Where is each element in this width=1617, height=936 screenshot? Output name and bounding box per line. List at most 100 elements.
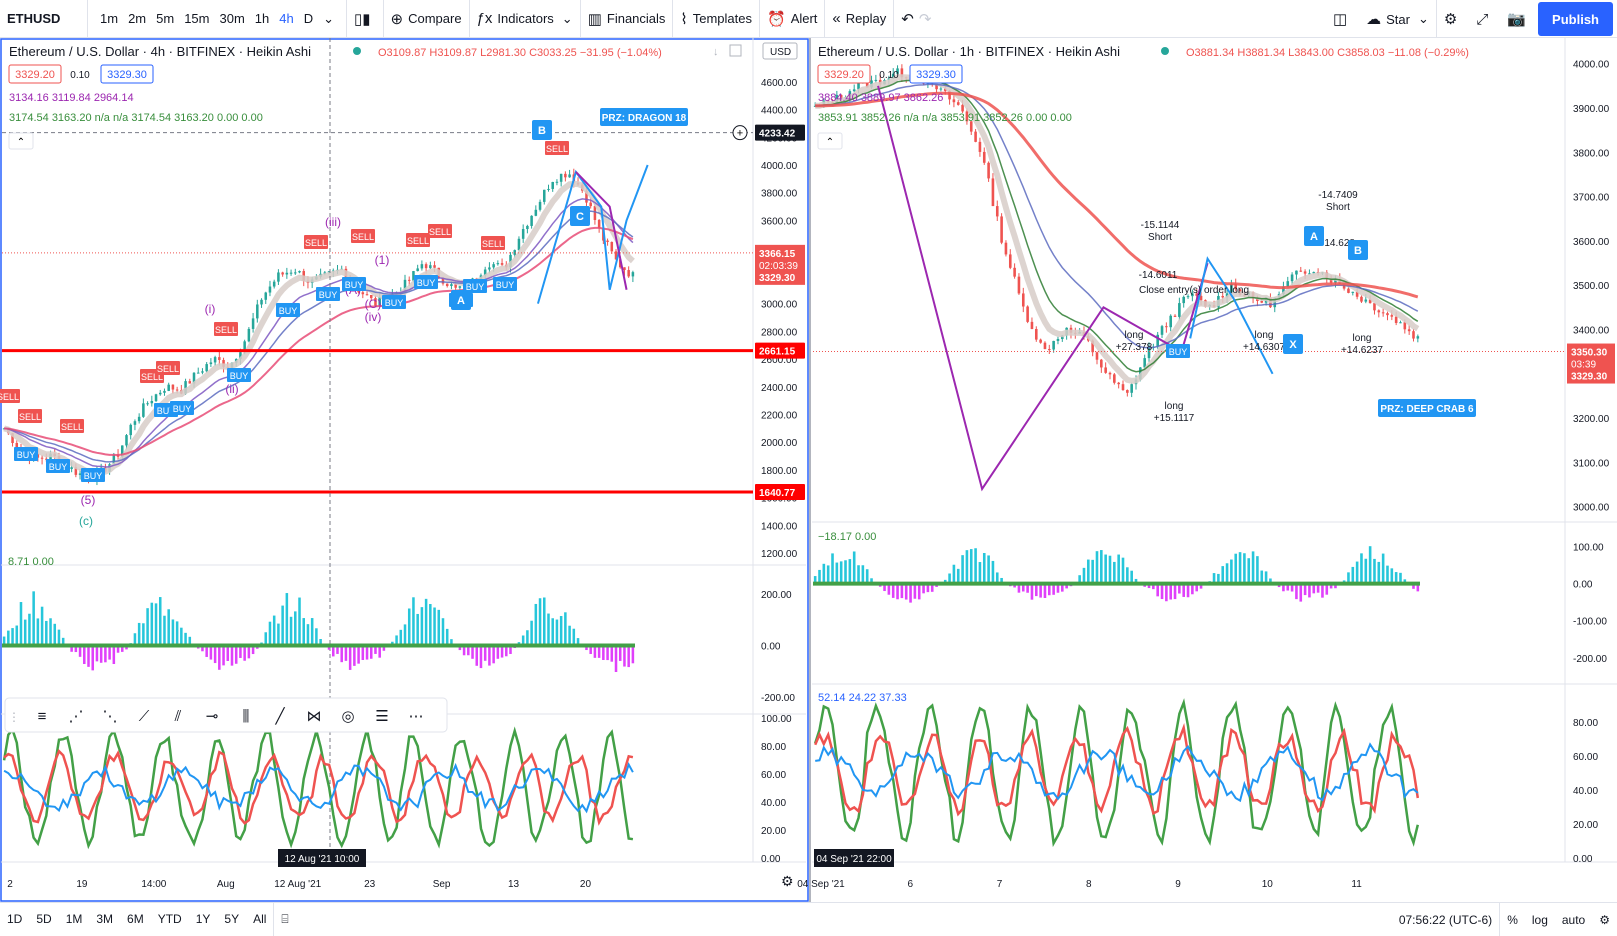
layout-button[interactable]: ◫ [1326, 0, 1359, 38]
interval-1h[interactable]: 1h [254, 11, 270, 26]
stoch-line [3, 748, 634, 826]
date-range-button[interactable]: ⌸ [274, 903, 295, 936]
interval-30m[interactable]: 30m [219, 11, 245, 26]
candle-body [1043, 342, 1047, 350]
drawing-tool-icon[interactable]: ⟋ [139, 708, 150, 725]
candle-body [1173, 315, 1177, 317]
buy-marker [1166, 344, 1190, 358]
auto-scale-button[interactable]: auto [1561, 912, 1586, 927]
trade-annotation-sub: +27.378 [1116, 342, 1153, 353]
redo-icon[interactable]: ↷ [918, 10, 932, 28]
candle-body [239, 352, 242, 360]
compare-button[interactable]: ⊕ Compare [384, 0, 470, 38]
candle-body [11, 433, 14, 444]
log-scale-button[interactable]: log [1531, 912, 1548, 927]
sell-marker-label: SELL [61, 422, 83, 432]
stoch-tick-label: 100.00 [761, 714, 792, 725]
settings-button[interactable]: ⚙ [1437, 0, 1469, 38]
interval-5m[interactable]: 5m [156, 11, 175, 26]
publish-button[interactable]: Publish [1538, 2, 1613, 36]
buy-marker-label: BUY [49, 462, 68, 472]
settings-button[interactable]: ⚙ [1592, 903, 1617, 936]
range-all[interactable]: All [246, 902, 275, 936]
collapse-legend-button[interactable] [817, 132, 843, 150]
osc-tick-label: 0.00 [761, 641, 781, 652]
indicators-button[interactable]: ƒx Indicators ⌄ [470, 0, 581, 38]
candle-body [243, 341, 246, 353]
time-tick-label: 2 [7, 879, 13, 890]
range-1m[interactable]: 1M [65, 912, 83, 926]
bars-icon: ▥ [587, 10, 602, 28]
drawing-tool-icon[interactable]: ≡ [38, 708, 47, 725]
percent-scale-button[interactable]: % [1507, 912, 1518, 927]
status-dot [1161, 47, 1169, 55]
right-sell-price-box[interactable] [817, 64, 871, 84]
drawing-tool-icon[interactable]: ⋰ [69, 708, 84, 725]
interval-1m[interactable]: 1m [100, 11, 119, 26]
arrow-down-icon[interactable]: ↓ [713, 46, 719, 58]
drawing-tool-icon[interactable]: ⋈ [307, 708, 322, 725]
chart-area[interactable]: 1200.001400.001600.001800.002000.002200.… [0, 38, 1617, 902]
candle-body [564, 173, 567, 178]
candle-body [610, 241, 614, 252]
interval-15m[interactable]: 15m [184, 11, 210, 26]
candle-body [129, 424, 132, 436]
level-price-tag-bg [755, 342, 805, 359]
snapshot-button[interactable]: 📷 [1500, 0, 1538, 38]
drawing-tool-icon[interactable]: ⫼ [243, 708, 250, 725]
range-1y[interactable]: 1Y [195, 912, 211, 926]
clock-timezone[interactable]: 07:56:22 (UTC-6) [1392, 903, 1501, 936]
range-5d[interactable]: 5D [36, 912, 52, 926]
replay-label: Replay [845, 11, 887, 26]
last-price: 3350.30 [1571, 348, 1608, 359]
candle-body [1017, 276, 1021, 294]
symbol-search[interactable]: ETHUSD [0, 0, 88, 38]
candle-body [1021, 293, 1025, 307]
range-3m[interactable]: 3M [96, 912, 114, 926]
interval-d[interactable]: D [303, 11, 314, 26]
left-buy-price-box[interactable] [100, 64, 154, 84]
drawing-tool-icon[interactable]: ⊸ [206, 708, 219, 725]
trade-annotation: long [1165, 401, 1184, 412]
collapse-legend-button[interactable] [8, 132, 34, 150]
candle-body [158, 392, 162, 395]
drawing-tool-icon[interactable]: ◎ [341, 708, 354, 725]
alert-button[interactable]: ⏰ Alert [760, 0, 826, 38]
candle-body [891, 73, 895, 79]
drawing-tool-icon[interactable]: ⫽ [174, 708, 182, 725]
range-ytd[interactable]: YTD [157, 912, 182, 926]
gear-icon[interactable]: ⚙ [781, 873, 794, 889]
candle-body [978, 141, 982, 152]
replay-button[interactable]: « Replay [825, 0, 895, 38]
candle-body [374, 298, 377, 306]
drawing-tool-icon[interactable]: ⋯ [409, 708, 424, 725]
maximize-icon[interactable] [729, 44, 742, 57]
camera-icon: 📷 [1507, 11, 1527, 28]
drawing-tool-icon[interactable]: ☰ [375, 708, 388, 725]
currency-button[interactable] [762, 42, 798, 60]
financials-button[interactable]: ▥ Financials [581, 0, 674, 38]
left-sell-price-box[interactable] [8, 64, 62, 84]
interval-4h[interactable]: 4h [279, 11, 294, 26]
chevron-down-icon[interactable]: ⌄ [323, 10, 335, 26]
drawing-tool-icon[interactable]: ⋱ [103, 708, 118, 725]
trade-annotation: long [1125, 330, 1144, 341]
sell-marker [156, 361, 180, 375]
drawing-tool-icon[interactable]: ╱ [274, 707, 285, 725]
fullscreen-button[interactable]: ⤢ [1469, 0, 1500, 38]
stoch-tick-label: 60.00 [761, 770, 786, 781]
undo-button[interactable]: ↶ ↷ [894, 0, 943, 38]
chart-type-button[interactable]: ▯▮ [347, 0, 384, 38]
osc-tick-label: 0.00 [1573, 580, 1593, 591]
templates-button[interactable]: ⌇ Templates [673, 0, 760, 38]
sell-marker [406, 233, 430, 247]
star-button[interactable]: ☁ Star ⌄ [1359, 0, 1437, 38]
interval-2m[interactable]: 2m [128, 11, 147, 26]
range-6m[interactable]: 6M [127, 912, 144, 926]
right-buy-price-box[interactable] [909, 64, 963, 84]
pattern-point-marker [1348, 240, 1368, 260]
range-1d[interactable]: 1D [7, 912, 23, 926]
trade-annotation-sub: +14.6307 [1243, 342, 1285, 353]
candle-body [513, 250, 516, 255]
range-5y[interactable]: 5Y [224, 912, 240, 926]
